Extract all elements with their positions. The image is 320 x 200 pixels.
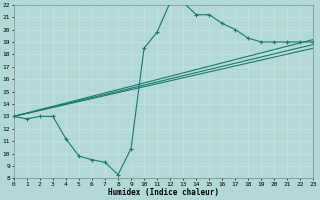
X-axis label: Humidex (Indice chaleur): Humidex (Indice chaleur) [108,188,219,197]
